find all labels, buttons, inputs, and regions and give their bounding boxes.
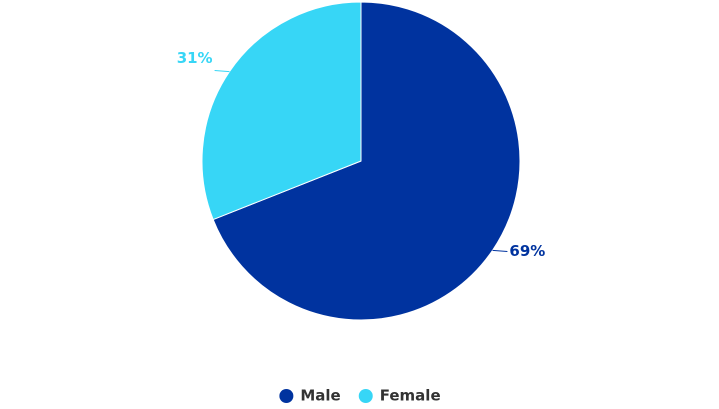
legend-label: Male — [300, 387, 340, 405]
label-connector — [214, 70, 230, 73]
label-connector — [492, 249, 508, 252]
data-label: 69% — [509, 242, 545, 260]
legend-marker — [358, 389, 373, 403]
legend: Male Female — [279, 387, 441, 405]
pie-slice — [201, 1, 362, 221]
legend-label: Female — [380, 387, 441, 405]
legend-marker — [279, 389, 294, 403]
data-label: 31% — [177, 49, 213, 67]
